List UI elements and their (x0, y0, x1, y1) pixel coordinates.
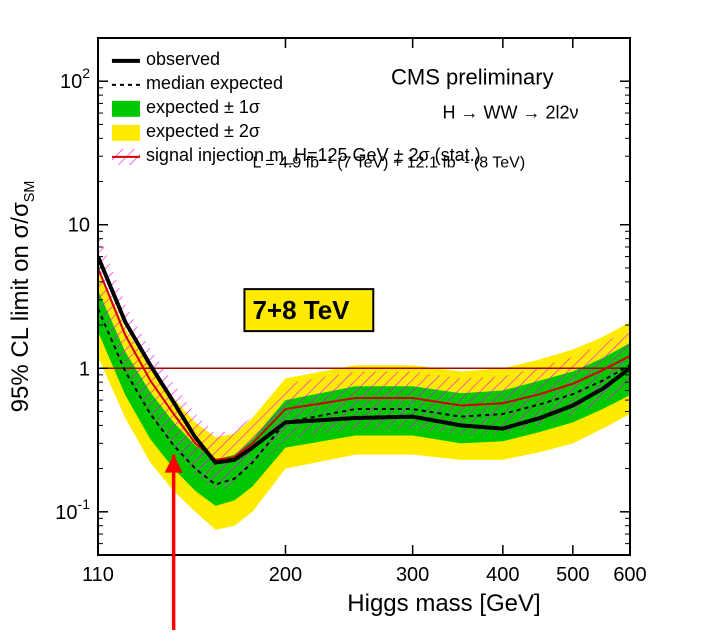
legend-label: signal injection m_H=125 GeV ± 2σ (stat.… (146, 145, 481, 166)
xtick-label: 500 (556, 564, 589, 586)
xtick-label: 200 (269, 564, 302, 586)
xtick-label: 600 (613, 564, 646, 586)
xtick-label: 110 (82, 564, 114, 586)
legend-label: expected ± 2σ (146, 121, 260, 141)
annotation-0: CMS preliminary (391, 64, 554, 89)
y-axis-label: 95% CL limit on σ/σSM (7, 181, 38, 413)
chart-svg: 11020030040050060010-1110102Higgs mass [… (0, 0, 707, 634)
ytick-label: 102 (60, 65, 90, 93)
x-axis-label: Higgs mass [GeV] (347, 590, 540, 617)
ytick-label: 10 (68, 215, 90, 237)
energy-label: 7+8 TeV (252, 295, 350, 325)
legend-label: median expected (146, 73, 283, 93)
legend-label: expected ± 1σ (146, 97, 260, 117)
xtick-label: 400 (486, 564, 519, 586)
legend-label: observed (146, 49, 220, 69)
ytick-label: 10-1 (55, 496, 90, 524)
legend-swatch (112, 101, 140, 117)
exclusion-limit-chart: 11020030040050060010-1110102Higgs mass [… (0, 0, 707, 634)
legend-swatch (112, 125, 140, 141)
annotation-1: H → WW → 2l2ν (443, 102, 579, 122)
ytick-label: 1 (79, 358, 90, 380)
xtick-label: 300 (396, 564, 429, 586)
